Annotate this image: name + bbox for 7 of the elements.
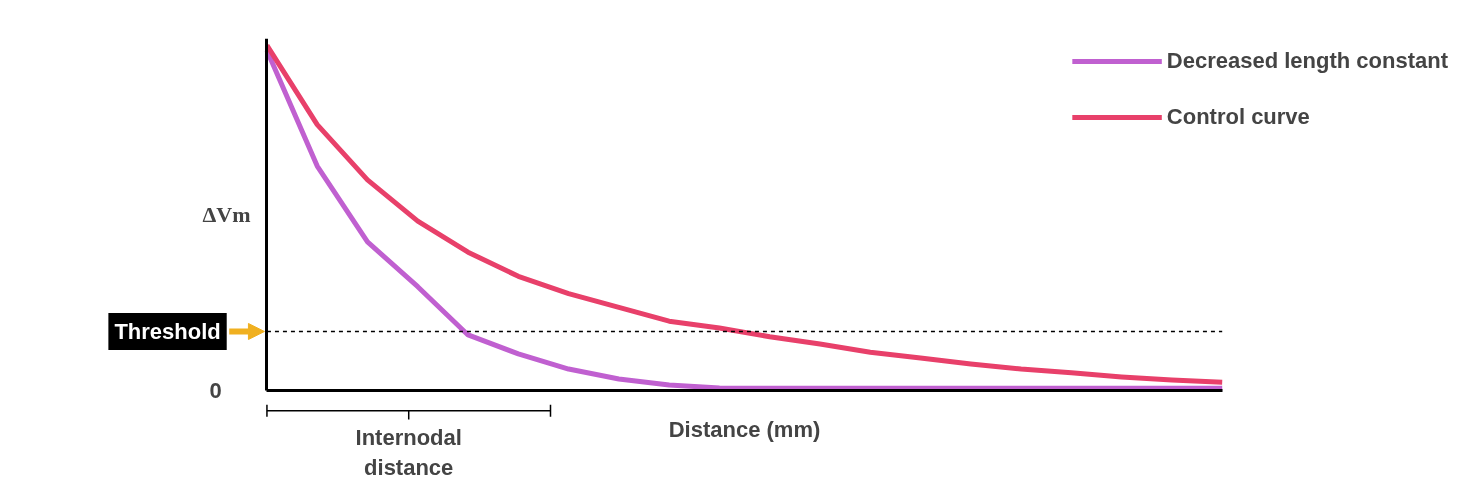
legend-label: Decreased length constant	[1166, 48, 1448, 74]
legend-label: Control curve	[1166, 104, 1310, 130]
text: Internodal distance	[355, 424, 462, 480]
x-axis-title: Distance (mm)	[668, 416, 821, 442]
ref-line-label: Threshold	[114, 318, 221, 344]
text: 0	[209, 377, 222, 403]
y-axis-title: ΔVm	[202, 202, 251, 227]
